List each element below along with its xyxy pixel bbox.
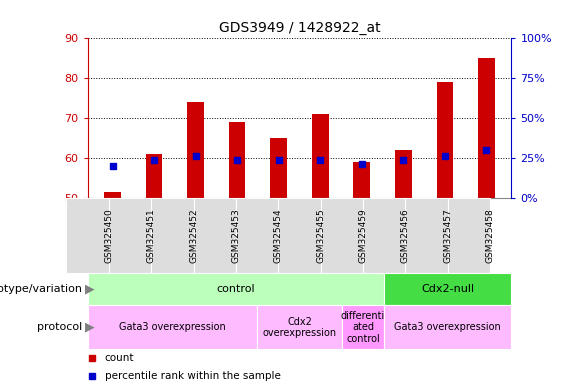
Text: Cdx2
overexpression: Cdx2 overexpression [262, 316, 337, 338]
Text: GSM325457: GSM325457 [444, 208, 452, 263]
Text: genotype/variation: genotype/variation [0, 284, 82, 294]
Text: GSM325454: GSM325454 [274, 208, 282, 263]
Bar [405, 198, 447, 273]
Bar [193, 198, 236, 273]
Text: ▶: ▶ [85, 321, 94, 334]
Text: GSM325458: GSM325458 [486, 208, 494, 263]
Bar [342, 305, 384, 349]
Bar [354, 162, 370, 198]
Bar [187, 102, 204, 198]
Bar [363, 198, 405, 273]
Text: Gata3 overexpression: Gata3 overexpression [394, 322, 501, 333]
Text: control: control [216, 284, 255, 294]
Bar [384, 305, 511, 349]
Bar [104, 192, 121, 198]
Bar [271, 138, 287, 198]
Bar [437, 82, 453, 198]
Text: count: count [105, 353, 134, 362]
Bar [278, 198, 321, 273]
Bar [146, 154, 162, 198]
Text: GSM325452: GSM325452 [189, 208, 198, 263]
Bar [88, 273, 384, 305]
Bar [257, 305, 342, 349]
Text: GSM325451: GSM325451 [147, 208, 155, 263]
Text: GSM325459: GSM325459 [359, 208, 367, 263]
Text: Gata3 overexpression: Gata3 overexpression [119, 322, 225, 333]
Bar [67, 198, 108, 273]
Bar [478, 58, 495, 198]
Bar [384, 273, 511, 305]
Text: GSM325453: GSM325453 [232, 208, 240, 263]
Text: percentile rank within the sample: percentile rank within the sample [105, 371, 280, 381]
Bar [312, 114, 328, 198]
Title: GDS3949 / 1428922_at: GDS3949 / 1428922_at [219, 21, 380, 35]
Bar [447, 198, 490, 273]
Text: differenti
ated
control: differenti ated control [341, 311, 385, 344]
Bar [88, 305, 257, 349]
Text: protocol: protocol [37, 322, 82, 333]
Text: ▶: ▶ [85, 283, 94, 295]
Bar [151, 198, 193, 273]
Bar [321, 198, 363, 273]
Text: GSM325456: GSM325456 [401, 208, 410, 263]
Text: Cdx2-null: Cdx2-null [421, 284, 475, 294]
Bar [108, 198, 151, 273]
Text: GSM325455: GSM325455 [316, 208, 325, 263]
Bar [236, 198, 278, 273]
Bar [395, 150, 412, 198]
Bar [229, 122, 245, 198]
Text: GSM325450: GSM325450 [105, 208, 113, 263]
